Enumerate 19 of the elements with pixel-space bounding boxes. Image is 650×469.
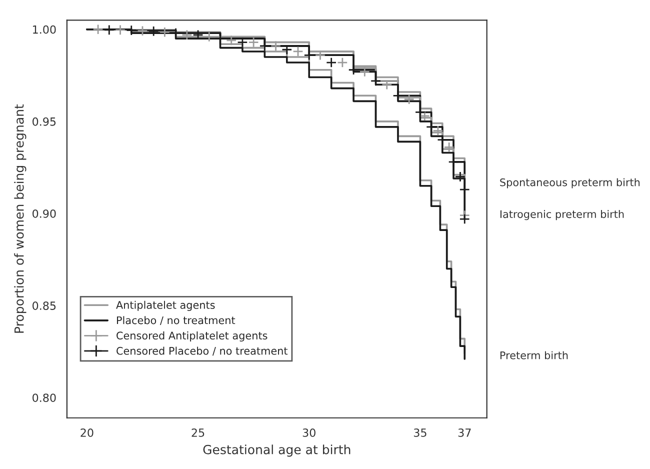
x-axis-title: Gestational age at birth — [203, 444, 350, 457]
y-tick-label: 0.80 — [32, 394, 56, 402]
text: Preterm birth — [500, 351, 568, 360]
x-tick-label: 20 — [80, 428, 94, 437]
x-tick-label: 37 — [458, 428, 471, 437]
y-tick-label: 0.95 — [32, 117, 56, 126]
x-tick-label: 30 — [302, 428, 316, 437]
x-tick-label: 35 — [414, 428, 426, 437]
text: Spontaneous preterm birth — [500, 178, 640, 188]
legend-label: Censored Antiplatelet agents — [116, 331, 268, 342]
legend-label: Placebo / no treatment — [116, 316, 236, 326]
text: Iatrogenic preterm birth — [500, 210, 624, 220]
y-axis-title: Proportion of women being pregnant — [14, 104, 26, 333]
x-tick-label: 25 — [192, 428, 204, 437]
y-tick-label: 1.00 — [33, 25, 56, 34]
y-tick-label: 0.85 — [32, 302, 56, 310]
legend-label: Antiplatelet agents — [116, 300, 215, 311]
legend-label: Censored Placebo / no treatment — [116, 346, 288, 356]
y-tick-label: 0.90 — [32, 209, 56, 218]
